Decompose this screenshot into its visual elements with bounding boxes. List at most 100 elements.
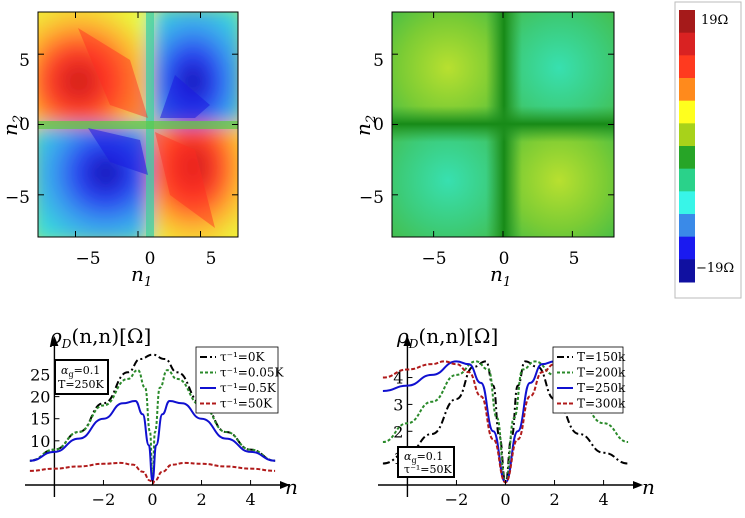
ylabel-rho: ρ: [49, 324, 62, 348]
colorbar-max-label: 19Ω: [701, 13, 728, 28]
ylabel-rest: (n,n)[Ω]: [71, 324, 151, 348]
heatmap-right-ytick: −5: [359, 188, 384, 208]
line-right-panel: −20241234 ρD(n,n)[Ω] n αg=0.1 τ⁻¹=50K T=…: [378, 324, 655, 509]
xtick-label: 0: [500, 490, 510, 509]
colorbar-swatch: [679, 236, 695, 260]
legend-box: [552, 346, 624, 414]
y-axis-arrow: [403, 336, 412, 346]
heatmap-left-xlabel: n1: [131, 262, 152, 290]
line-right-ylabel: ρD(n,n)[Ω]: [396, 324, 498, 351]
heatmap-right-xtick: 0: [499, 249, 510, 269]
line-left-ticks: −2 0 2 4 10 15 20 25: [30, 366, 256, 509]
line-left-panel: −2 0 2 4 10 15 20 25 ρD(n,n)[Ω] n αg=0.1 T=250K…: [25, 324, 298, 509]
colorbar-swatch: [679, 191, 695, 215]
y-axis-arrow: [50, 336, 59, 346]
inset-rest: =0.1: [417, 450, 444, 463]
heatmap-left-field: [38, 12, 238, 237]
ylabel-rest: (n,n)[Ω]: [418, 324, 498, 348]
inset-tau-line: τ⁻¹=50K: [404, 463, 453, 476]
colorbar-swatch: [679, 259, 695, 283]
colorbar-swatch: [679, 123, 695, 147]
heatmap-right-xlabel: n1: [490, 262, 511, 290]
colorbar-swatch: [679, 146, 695, 170]
line-left-ylabel: ρD(n,n)[Ω]: [49, 324, 151, 351]
xtick-label: 0: [147, 490, 157, 509]
inset-box: [54, 359, 109, 395]
heatmap-left-xtick: 5: [206, 249, 217, 269]
line-right-inset: αg=0.1 τ⁻¹=50K: [397, 446, 455, 478]
legend-label: τ⁻¹=0.05K: [220, 366, 285, 380]
inset-sub: g: [68, 370, 73, 379]
colorbar: 19Ω −19Ω: [674, 1, 742, 299]
legend-label: τ⁻¹=50K: [220, 397, 273, 411]
xtick-label: −2: [445, 490, 469, 509]
xlabel-sub: 1: [503, 275, 511, 290]
ytick-label: 3: [393, 395, 403, 414]
ylabel-sub: 2: [11, 115, 26, 124]
heatmap-right-ytick: 0: [373, 115, 384, 135]
colorbar-swatch: [679, 10, 695, 34]
heatmap-right-ylabel: n2: [351, 115, 379, 136]
xlabel-sub: 1: [144, 275, 152, 290]
colorbar-box: [674, 1, 742, 299]
x-axis-arrow: [280, 481, 290, 489]
legend-box: [195, 346, 279, 414]
colorbar-swatch: [679, 55, 695, 79]
colorbar-swatch: [679, 168, 695, 192]
heatmap-right-ytick: 5: [373, 51, 384, 71]
colorbar-swatches: [679, 10, 695, 283]
ytick-label: 10: [30, 432, 50, 451]
legend-label: T=250k: [577, 381, 626, 395]
xtick-label: 4: [245, 490, 255, 509]
xtick-label: −2: [92, 490, 116, 509]
heatmap-right-ticks: [392, 12, 614, 237]
ytick-label: 25: [30, 366, 50, 385]
ytick-label: 2: [393, 422, 403, 441]
ytick-label: 4: [393, 369, 403, 388]
colorbar-swatch: [679, 214, 695, 238]
heatmap-right-field: [392, 12, 614, 237]
heatmap-right-xtick: 5: [569, 249, 580, 269]
heatmap-left-ytick: 0: [19, 115, 30, 135]
colorbar-swatch: [679, 100, 695, 124]
inset-alpha: α: [61, 364, 69, 377]
xlabel-base: n: [490, 262, 503, 286]
colorbar-swatch: [679, 32, 695, 56]
ytick-label: 15: [30, 410, 50, 429]
heatmap-right-xtick: −5: [421, 249, 446, 269]
legend-label: T=200k: [577, 366, 626, 380]
line-right-xlabel: n: [642, 475, 655, 499]
x-axis-arrow: [633, 481, 643, 489]
inset-alpha-line: αg=0.1: [61, 364, 100, 379]
line-left-inset: αg=0.1 T=250K: [54, 359, 109, 395]
line-left-xlabel: n: [285, 475, 298, 499]
legend-label: τ⁻¹=0.5K: [220, 381, 277, 395]
heatmap-left-xtick: 0: [145, 249, 156, 269]
xtick-label: 4: [598, 490, 608, 509]
ylabel-base: n: [351, 123, 375, 136]
legend-label: T=150k: [577, 350, 626, 364]
legend-label: τ⁻¹=0K: [220, 350, 265, 364]
heatmap-left-ticks: [38, 12, 238, 237]
xtick-label: 2: [549, 490, 559, 509]
colorbar-swatch: [679, 78, 695, 102]
ylabel-sub: 2: [364, 115, 379, 124]
ylabel-sub: D: [408, 337, 419, 351]
heatmap-left-xtick: −5: [75, 249, 100, 269]
heatmap-left-ytick: −5: [5, 188, 30, 208]
inset-alpha: α: [404, 450, 412, 463]
xtick-label: 2: [196, 490, 206, 509]
inset-sub: g: [411, 456, 416, 465]
series-line: [382, 360, 580, 484]
heatmap-left-ylabel: n2: [0, 115, 26, 136]
ylabel-base: n: [0, 123, 22, 136]
heatmap-left-ytick: 5: [19, 51, 30, 71]
legend-label: T=300k: [577, 397, 626, 411]
inset-alpha-line: αg=0.1: [404, 450, 443, 465]
heatmap-right-panel: −5 0 5 5 0 −5 n1 n2: [351, 11, 615, 290]
